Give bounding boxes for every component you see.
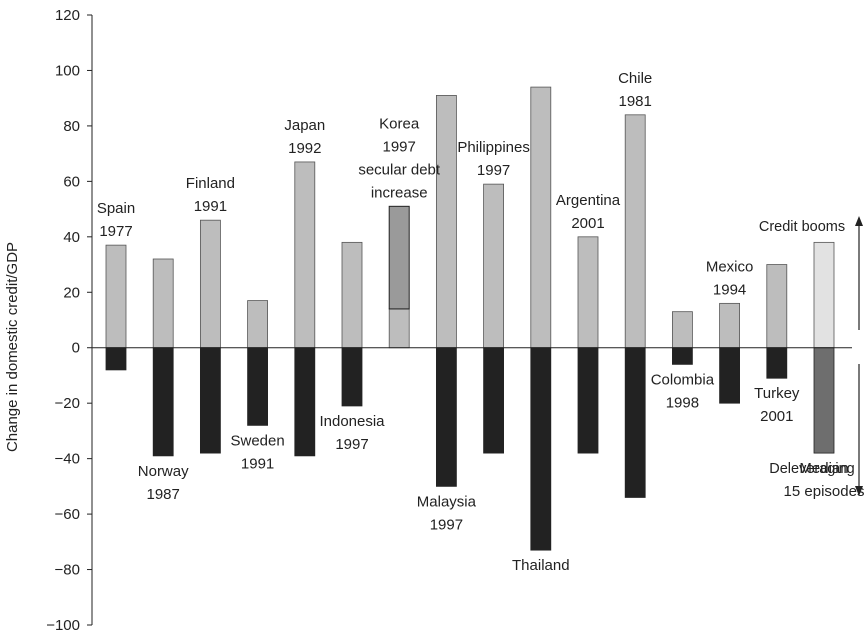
y-tick-label: −100	[46, 617, 80, 634]
y-tick-label: 100	[55, 62, 80, 79]
boom-bar	[152, 258, 174, 349]
boom-bar	[294, 161, 316, 349]
deleveraging-bar	[294, 347, 316, 457]
episode-label: Malaysia 1997	[417, 493, 477, 533]
y-tick-label: 0	[72, 340, 80, 357]
deleveraging-bar	[624, 347, 646, 498]
deleveraging-bar	[199, 347, 221, 454]
boom-bar	[530, 86, 552, 349]
boom-bar	[341, 241, 363, 349]
deleveraging-annotation: Deleveraging	[769, 461, 854, 477]
boom-bar	[105, 244, 127, 349]
episode-label: Philippines 1997	[457, 139, 530, 179]
y-tick-label: 120	[55, 7, 80, 24]
y-tick-label: −20	[55, 395, 80, 412]
episode-label: Median 15 episodes	[784, 460, 865, 500]
deleveraging-bar	[530, 347, 552, 551]
boom-bar	[577, 236, 599, 349]
y-axis-label: Change in domestic credit/GDP	[4, 242, 21, 452]
deleveraging-bar	[719, 347, 740, 404]
deleveraging-bar	[672, 347, 693, 365]
boom-bar	[766, 264, 788, 349]
boom-bar	[247, 300, 269, 349]
episode-label: Korea 1997 secular debt increase	[358, 115, 441, 201]
y-tick-label: 20	[63, 284, 80, 301]
boom-bar	[388, 308, 410, 349]
episode-label: Finland 1991	[186, 175, 235, 215]
episode-label: Sweden 1991	[230, 432, 284, 472]
episode-label: Thailand	[512, 557, 570, 574]
episode-label: Colombia 1998	[651, 371, 715, 411]
credit-booms-arrowhead-icon	[855, 216, 863, 226]
deleveraging-bar	[341, 347, 363, 407]
y-tick-label: −60	[55, 506, 80, 523]
boom-bar	[672, 311, 693, 349]
episode-labels: Spain 1977 Norway 1987 Finland 1991 Sweden 1991…	[97, 70, 865, 574]
boom-bar	[483, 183, 505, 349]
secular-debt-bar	[388, 205, 410, 310]
episode-label: Japan 1992	[284, 117, 325, 157]
deleveraging-bar	[105, 347, 127, 371]
boom-bar	[624, 114, 646, 349]
deleveraging-bar	[483, 347, 505, 454]
deleveraging-bar	[577, 347, 599, 454]
annotations: Credit booms Deleveraging	[759, 216, 863, 496]
deleveraging-bar	[435, 347, 457, 487]
y-tick-label: −40	[55, 451, 80, 468]
deleveraging-arrowhead-icon	[855, 486, 863, 496]
episode-label: Turkey 2001	[754, 385, 800, 425]
y-tick-label: 40	[63, 229, 80, 246]
episode-label: Norway 1987	[138, 463, 189, 503]
y-tick-label: 60	[63, 173, 80, 190]
deleveraging-bar	[152, 347, 174, 457]
episode-label: Mexico 1994	[706, 258, 754, 298]
boom-bar	[435, 95, 457, 349]
y-tick-label: 80	[63, 118, 80, 135]
boom-bar	[719, 302, 740, 349]
y-tick-label: −80	[55, 562, 80, 579]
bars	[105, 86, 835, 551]
episode-label: Chile 1981	[618, 70, 652, 110]
episode-label: Indonesia 1997	[319, 413, 385, 453]
boom-bar	[199, 219, 221, 349]
episode-label: Argentina 2001	[556, 192, 621, 232]
deleveraging-bar	[766, 347, 788, 379]
credit-booms-annotation: Credit booms	[759, 219, 845, 235]
y-axis: 120 100 80 60 40 20 0 −20 −40 −60 −80 −100	[46, 7, 93, 634]
boom-bar	[813, 241, 835, 349]
deleveraging-bar	[813, 347, 835, 454]
deleveraging-bar	[247, 347, 269, 426]
episode-label: Spain 1977	[97, 200, 135, 240]
